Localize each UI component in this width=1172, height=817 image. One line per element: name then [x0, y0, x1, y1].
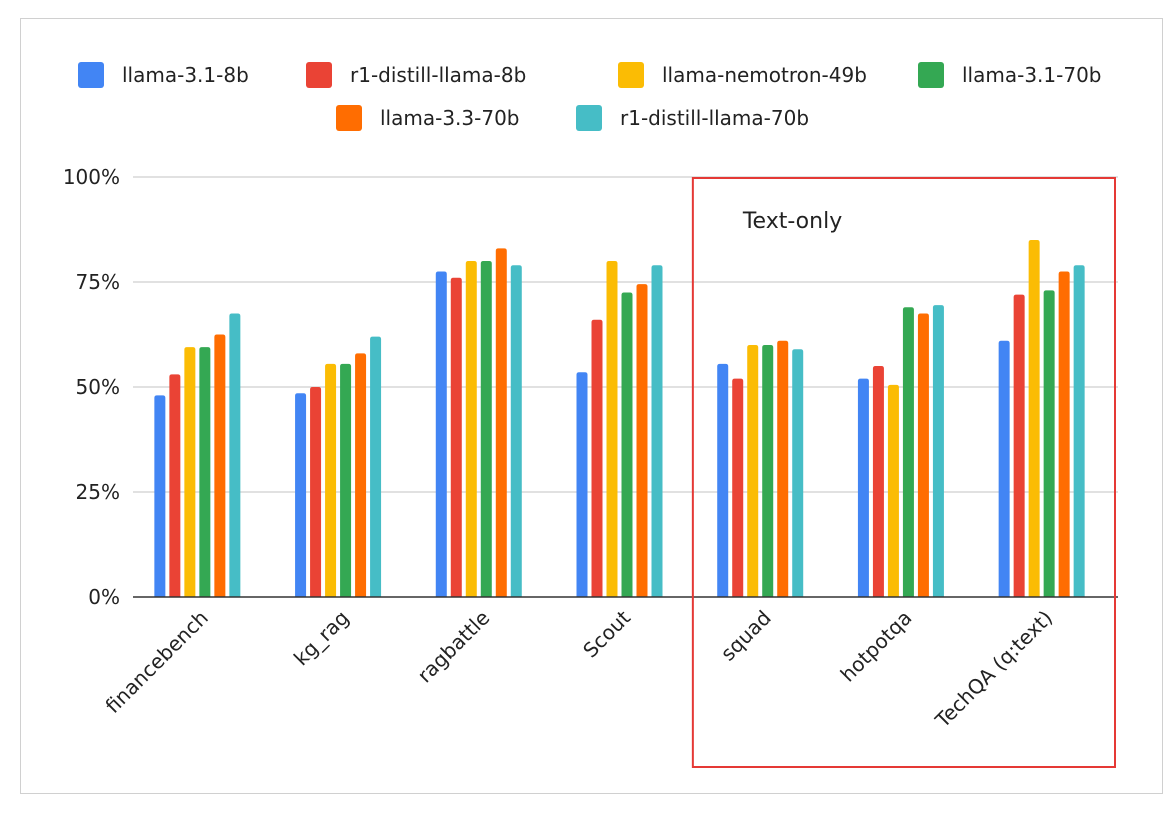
bar — [902, 307, 914, 597]
bar — [998, 340, 1010, 597]
highlight-box — [691, 177, 1116, 768]
legend-label: r1-distill-llama-70b — [620, 106, 809, 130]
bar — [1013, 294, 1025, 597]
x-tick-label: hotpotqa — [836, 606, 917, 687]
bar — [510, 265, 522, 597]
y-tick-label: 25% — [76, 480, 120, 504]
bar — [777, 340, 789, 597]
y-tick-label: 75% — [76, 270, 120, 294]
bar — [792, 349, 804, 597]
bars — [154, 240, 1085, 597]
bar — [857, 378, 869, 597]
bar — [199, 347, 211, 597]
bar — [340, 363, 352, 597]
bar — [465, 261, 477, 597]
bar — [917, 313, 929, 597]
bar — [370, 336, 382, 597]
bar — [1043, 290, 1055, 597]
bar — [606, 261, 618, 597]
legend-label: llama-3.1-8b — [122, 63, 249, 87]
legend-swatch — [918, 62, 944, 88]
bar — [591, 319, 603, 597]
bar — [355, 353, 367, 597]
bar — [872, 366, 884, 597]
bar — [480, 261, 492, 597]
bar — [636, 284, 648, 597]
bar — [450, 277, 462, 597]
bar — [325, 363, 337, 597]
text-only-annotation: Text-only — [691, 177, 1116, 768]
bar — [1028, 240, 1040, 597]
y-tick-label: 50% — [76, 375, 120, 399]
bar — [169, 374, 181, 597]
bar — [154, 395, 166, 597]
bar — [435, 271, 447, 597]
bar — [310, 387, 322, 597]
x-tick-label: TechQA (q:text) — [930, 606, 1057, 733]
bar — [717, 363, 729, 597]
bar — [214, 334, 226, 597]
bar — [887, 384, 899, 597]
bar — [184, 347, 196, 597]
legend-swatch — [618, 62, 644, 88]
bar — [1073, 265, 1085, 597]
bar — [1058, 271, 1070, 597]
x-tick-label: squad — [716, 606, 776, 666]
legend-swatch — [576, 105, 602, 131]
bar — [229, 313, 241, 597]
x-tick-label: Scout — [578, 605, 635, 662]
legend-label: llama-3.3-70b — [380, 106, 520, 130]
legend-swatch — [78, 62, 104, 88]
bar — [495, 248, 507, 597]
y-tick-label: 0% — [88, 585, 120, 609]
y-axis-ticks: 0% 25% 50% 75% 100% — [63, 165, 120, 609]
y-tick-label: 100% — [63, 165, 120, 189]
bar — [747, 345, 759, 597]
bar — [651, 265, 663, 597]
x-tick-label: financebench — [101, 606, 213, 718]
legend: llama-3.1-8b r1-distill-llama-8b llama-nem… — [78, 62, 1102, 131]
annotation-label: Text-only — [742, 209, 842, 234]
x-axis-labels: financebench kg_rag ragbattle Scout squad hot… — [101, 605, 1058, 732]
bar — [932, 305, 944, 597]
bar — [576, 372, 588, 597]
bar — [295, 393, 307, 597]
bar — [732, 378, 744, 597]
bar — [762, 345, 774, 597]
legend-swatch — [306, 62, 332, 88]
x-tick-label: kg_rag — [289, 606, 354, 671]
x-tick-label: ragbattle — [413, 606, 495, 688]
legend-label: llama-nemotron-49b — [662, 63, 867, 87]
bar — [621, 292, 633, 597]
legend-swatch — [336, 105, 362, 131]
legend-label: r1-distill-llama-8b — [350, 63, 526, 87]
legend-label: llama-3.1-70b — [962, 63, 1102, 87]
